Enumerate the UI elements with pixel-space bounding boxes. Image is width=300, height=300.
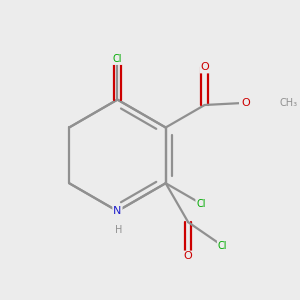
- Text: O: O: [241, 98, 250, 108]
- Text: Cl: Cl: [113, 54, 122, 64]
- Text: O: O: [113, 54, 122, 64]
- Text: N: N: [113, 206, 122, 216]
- Text: H: H: [115, 225, 122, 236]
- Text: CH₃: CH₃: [280, 98, 298, 108]
- Text: O: O: [200, 62, 209, 73]
- Text: Cl: Cl: [196, 199, 206, 208]
- Text: O: O: [184, 251, 193, 262]
- Text: Cl: Cl: [218, 241, 227, 251]
